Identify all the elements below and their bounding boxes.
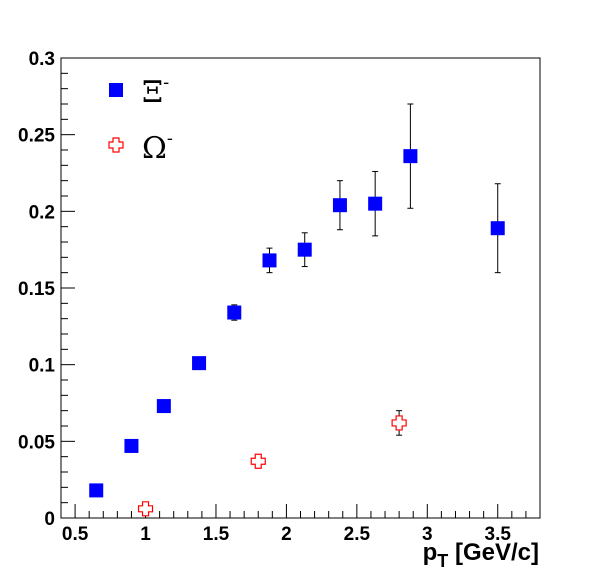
data-point [156,399,171,414]
x-axis-title-rest: [GeV/c] [448,539,539,566]
x-tick-label: 2.5 [344,524,371,545]
data-point [192,356,207,371]
x-tick-label: 0.5 [62,524,89,545]
data-series [89,103,505,517]
y-tick-label: 0 [44,509,55,530]
legend: Ξ-Ω- [108,72,173,166]
legend-label-name: Ξ [142,75,163,110]
legend-label-sup: - [167,128,173,149]
data-point [124,438,139,453]
data-point [297,242,312,257]
data-point [137,501,154,517]
y-tick-label: 0.3 [29,49,55,70]
x-tick-label: 1.5 [203,524,230,545]
legend-label-sup: - [163,72,169,93]
x-tick-label: 1 [140,524,151,545]
data-point [332,198,347,213]
y-axis: 0 0.05 0.1 0.15 0.2 0.25 0.3 [18,49,75,530]
y-tick-label: 0.2 [29,202,55,223]
x-axis-title-main: p [423,539,438,566]
data-point [490,221,505,236]
y-tick-label: 0.1 [29,356,56,377]
series-1 [89,103,505,498]
legend-marker [108,137,124,153]
legend-label: Ξ- [142,72,169,110]
y-tick-label: 0.05 [18,432,55,453]
data-point [403,149,418,164]
series-2 [137,410,407,517]
x-axis-title-sub: T [437,551,448,571]
data-point [250,453,266,469]
x-tick-label: 3.5 [485,524,512,545]
x-tick-label: 2 [281,524,292,545]
y-tick-label: 0.25 [18,126,55,147]
legend-label-name: Ω [142,131,167,166]
data-point [368,196,383,211]
legend-label: Ω- [142,128,173,166]
x-axis: 0.5 1 1.5 2 2.5 3 3.5 [60,504,541,545]
x-axis-title: pT [GeV/c] [423,539,539,571]
x-tick-label: 3 [422,524,433,545]
data-point [227,305,242,320]
data-point [89,483,104,498]
data-point [262,253,277,268]
y-tick-label: 0.15 [18,279,55,300]
data-point [391,415,407,431]
legend-marker [109,83,123,97]
